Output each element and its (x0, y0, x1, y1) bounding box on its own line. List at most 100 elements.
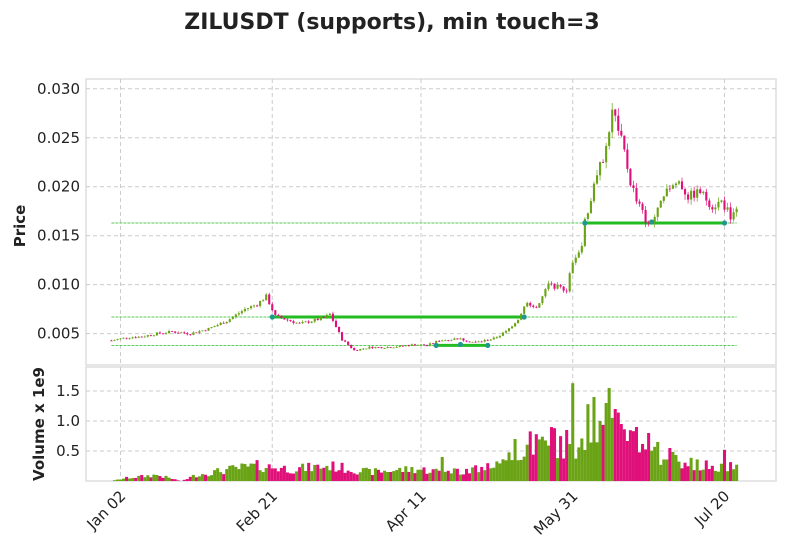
candle-body (711, 207, 714, 210)
candle-body (529, 302, 532, 306)
candle-body (647, 222, 650, 224)
candle-body (174, 331, 177, 333)
volume-bar (449, 473, 453, 481)
volume-bar (446, 470, 450, 481)
candle-body (368, 346, 371, 349)
volume-bar (726, 471, 730, 481)
candle-body (602, 162, 605, 163)
volume-bar (188, 476, 192, 481)
candle-body (662, 196, 665, 201)
volume-bar (641, 443, 645, 481)
volume-bar (440, 457, 444, 481)
volume-bar (149, 477, 153, 481)
volume-bar (607, 388, 611, 481)
candle-body (416, 344, 420, 346)
volume-bar (207, 476, 211, 481)
candle-body (677, 181, 681, 184)
candle-body (204, 330, 207, 332)
candle-body (168, 331, 171, 334)
volume-bar (416, 469, 420, 481)
support-touch-marker (269, 314, 275, 320)
volume-bar (404, 466, 408, 481)
candle-body (295, 322, 298, 324)
volume-bar (622, 429, 626, 481)
volume-bar (152, 474, 156, 481)
candle-body (714, 207, 717, 210)
volume-bar (228, 465, 232, 481)
candle-body (313, 318, 316, 322)
volume-bar (477, 472, 481, 481)
volume-bar (225, 469, 229, 481)
candle-body (210, 327, 213, 328)
candle-body (422, 344, 426, 346)
volume-bar (644, 449, 648, 481)
candle-body (553, 283, 556, 289)
candle-body (571, 262, 574, 274)
candle-body (477, 341, 480, 343)
candle-body (489, 339, 492, 341)
candle-body (143, 336, 146, 338)
volume-bar (373, 468, 377, 481)
volume-bar (304, 471, 308, 481)
candle-body (504, 331, 508, 333)
volume-bar (176, 480, 180, 481)
volume-bar (425, 473, 429, 481)
candle-body (389, 347, 392, 348)
volume-bar (729, 462, 733, 481)
candle-body (334, 320, 338, 327)
candle-body (683, 189, 687, 195)
volume-bar (279, 467, 283, 481)
candle-body (158, 332, 162, 334)
volume-bar (237, 469, 241, 481)
candle-body (328, 313, 331, 315)
volume-bar (358, 472, 362, 481)
candle-body (514, 323, 517, 327)
volume-bar (474, 465, 478, 481)
candle-body (365, 348, 368, 350)
volume-bar (246, 466, 250, 481)
candle-body (680, 181, 684, 190)
candle-body (498, 335, 501, 338)
candle-body (632, 185, 635, 188)
candle-body (289, 320, 292, 322)
volume-bar (549, 427, 554, 481)
volume-bar (419, 469, 423, 481)
candle-body (495, 337, 498, 339)
candle-body (444, 339, 447, 341)
candle-body (501, 332, 504, 336)
candle-body (234, 314, 237, 317)
volume-bar (556, 458, 560, 481)
volume-bar (410, 467, 414, 481)
candle-body (404, 345, 407, 347)
volume-bar (656, 442, 660, 481)
candle-body (207, 327, 210, 331)
candle-body (249, 306, 253, 309)
volume-axis-label: Volume x 1e9 (30, 367, 48, 481)
volume-bar (355, 474, 359, 481)
volume-bar (458, 474, 462, 481)
candle-body (659, 200, 662, 208)
volume-bar (255, 460, 259, 481)
volume-bar (677, 461, 681, 481)
candle-body (171, 331, 174, 332)
chart-title: ZILUSDT (supports), min touch=3 (184, 10, 600, 35)
volume-bar (577, 447, 581, 481)
candle-body (277, 314, 280, 316)
x-tick-label: Jan 02 (83, 487, 130, 534)
candle-body (507, 328, 511, 332)
candle-body (447, 339, 450, 341)
candle-body (341, 332, 344, 341)
volume-bar (732, 469, 736, 481)
volume-bar (267, 464, 271, 481)
candle-body (274, 310, 277, 315)
candle-body (180, 332, 183, 334)
candle-body (392, 347, 395, 349)
candle-body (425, 345, 429, 347)
volume-bar (735, 464, 739, 481)
volume-bar (610, 417, 614, 481)
candle-body (222, 322, 225, 324)
x-tick-label: Apr 11 (382, 487, 430, 535)
candle-body (380, 347, 383, 349)
candle-body (304, 321, 307, 323)
candle-body (435, 340, 438, 344)
